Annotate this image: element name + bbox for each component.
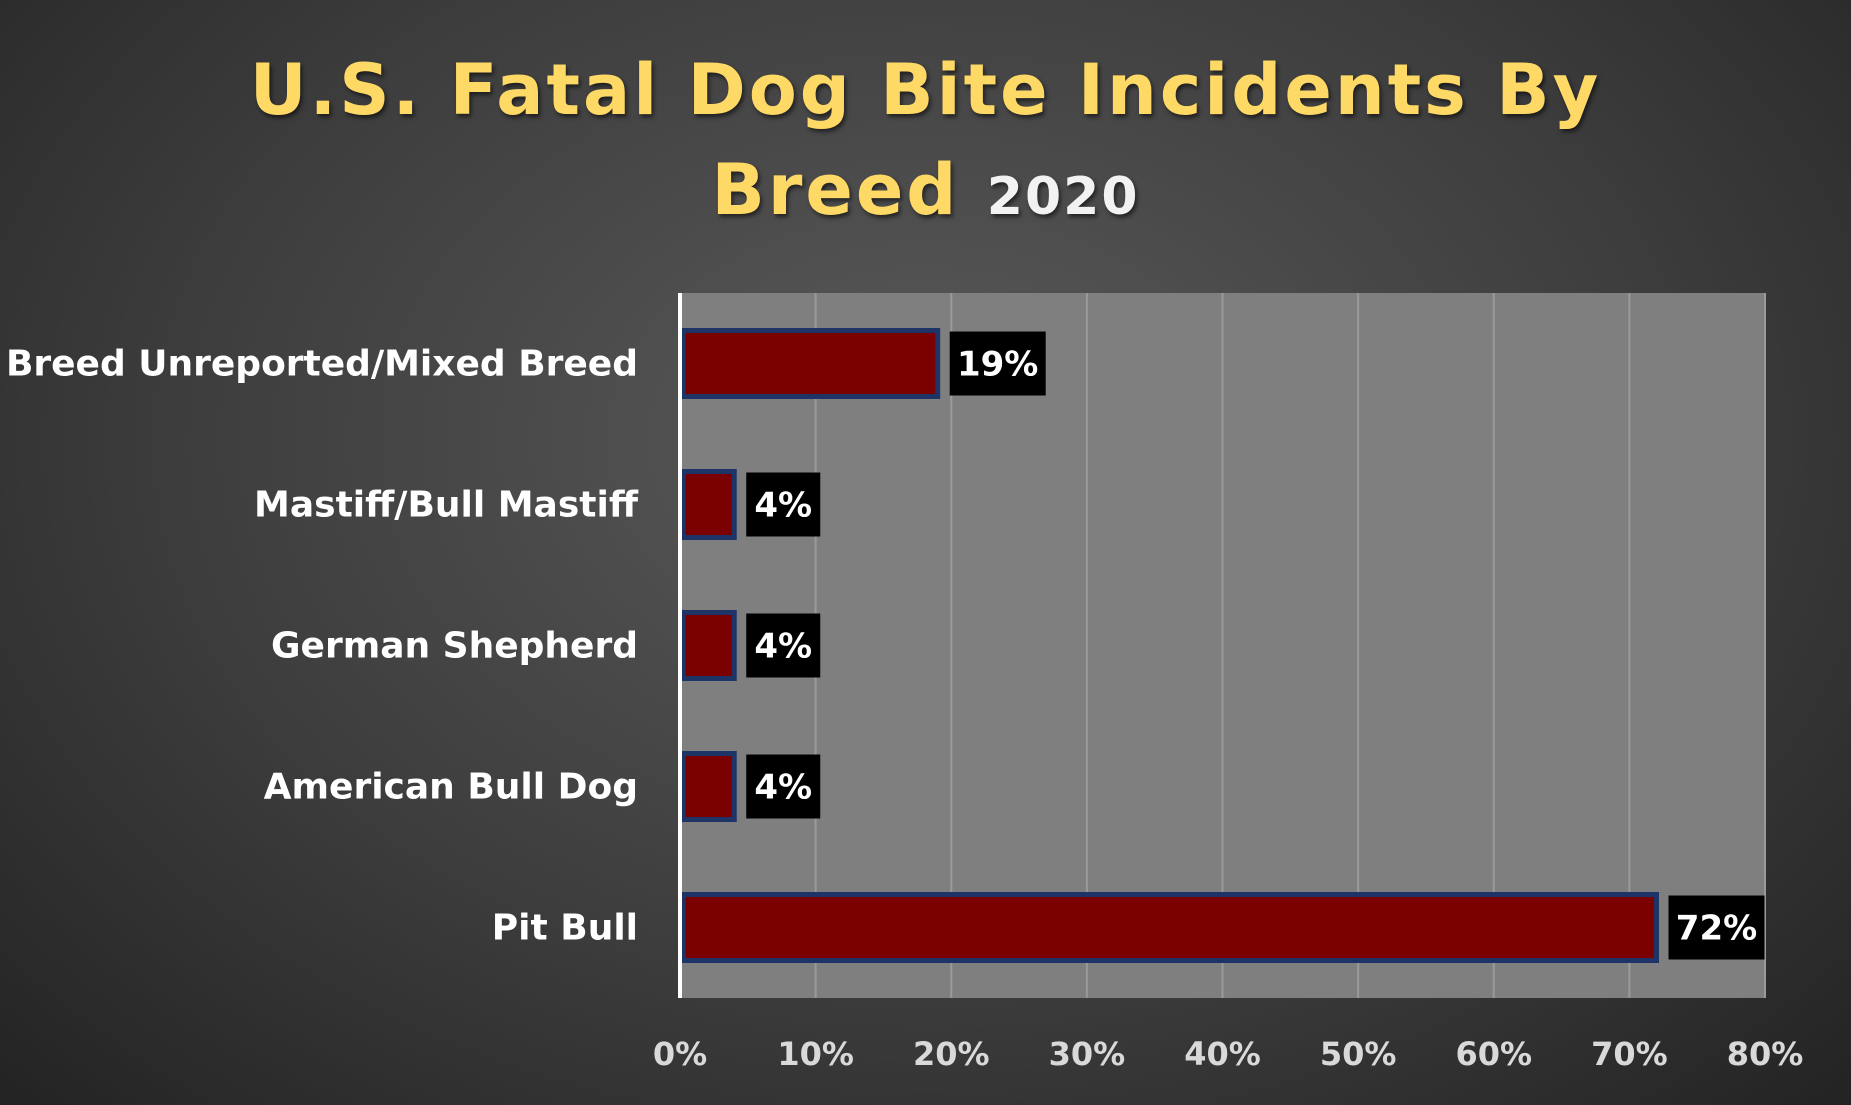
bar [680, 610, 737, 681]
x-tick-label: 0% [653, 1035, 707, 1073]
data-labels: 19% 4% 4% 4% 72% [746, 331, 1765, 960]
category-label: German Shepherd [271, 626, 638, 667]
x-tick-labels: 0% 10% 20% 30% 40% 50% 60% 70% 80% [653, 1035, 1803, 1073]
chart-title-line1: U.S. Fatal Dog Bite Incidents By [249, 49, 1602, 131]
bar [680, 892, 1659, 963]
bar [680, 751, 737, 822]
category-label: Mastiff/Bull Mastiff [254, 485, 639, 526]
x-tick-label: 40% [1184, 1035, 1261, 1073]
data-label-box [746, 613, 821, 678]
data-label: 19% [957, 345, 1038, 385]
category-label: American Bull Dog [264, 767, 638, 808]
category-labels: Breed Unreported/Mixed Breed Mastiff/Bull… [6, 344, 639, 949]
bars [680, 328, 1659, 963]
chart-title-line2: Breed 2020 [0, 140, 1851, 247]
x-tick-label: 70% [1591, 1035, 1668, 1073]
x-tick-label: 30% [1049, 1035, 1126, 1073]
chart-title-breed: Breed [711, 149, 960, 231]
data-label-box [949, 331, 1046, 396]
data-label: 72% [1676, 909, 1757, 949]
data-label: 4% [754, 627, 812, 667]
data-label: 4% [754, 486, 812, 526]
bar [680, 328, 941, 399]
x-tick-label: 50% [1320, 1035, 1397, 1073]
category-label: Breed Unreported/Mixed Breed [6, 344, 638, 385]
x-tick-label: 20% [913, 1035, 990, 1073]
data-label: 4% [754, 768, 812, 808]
chart-title-year: 2020 [986, 167, 1140, 227]
data-label-box [1668, 895, 1765, 960]
chart-title: U.S. Fatal Dog Bite Incidents By Breed 2… [0, 40, 1851, 247]
category-label: Pit Bull [492, 908, 638, 949]
x-tick-label: 60% [1455, 1035, 1532, 1073]
data-label-box [746, 472, 821, 537]
bar [680, 469, 737, 540]
x-tick-label: 80% [1727, 1035, 1804, 1073]
x-tick-label: 10% [777, 1035, 854, 1073]
data-label-box [746, 754, 821, 819]
